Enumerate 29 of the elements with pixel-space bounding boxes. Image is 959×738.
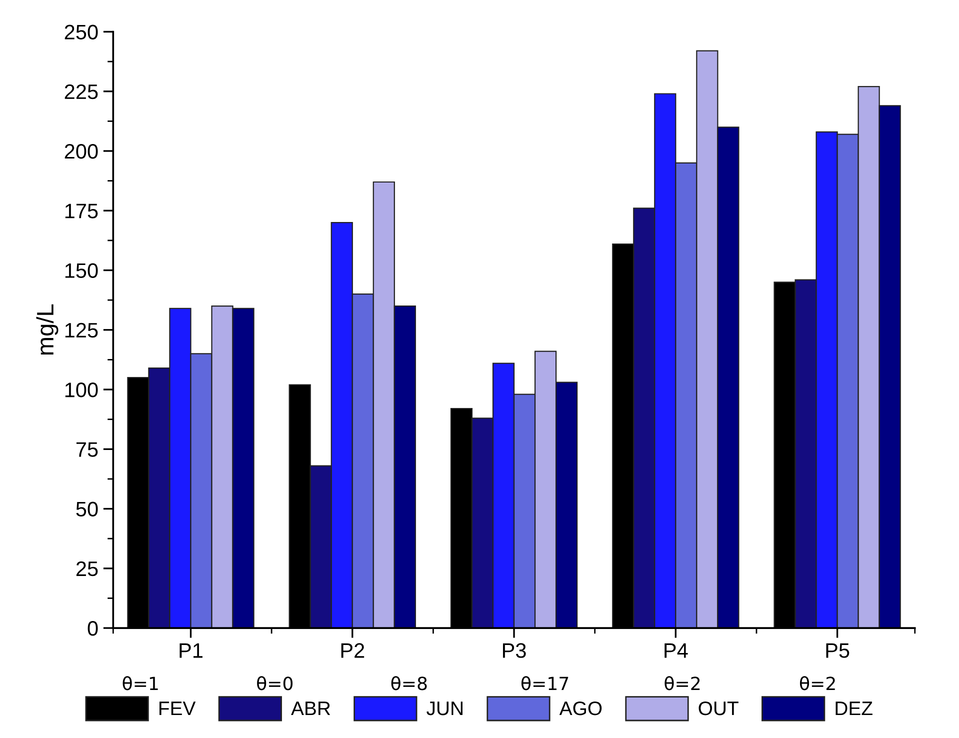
x-tick-label: P5 bbox=[826, 643, 850, 658]
y-tick-label: 125 bbox=[65, 322, 98, 338]
legend-label: FEV bbox=[159, 702, 196, 716]
y-tick-label: 225 bbox=[64, 84, 98, 100]
legend-label: OUT bbox=[698, 701, 738, 716]
y-tick-label: 0 bbox=[88, 621, 98, 636]
text: θ=2 bbox=[664, 676, 700, 690]
legend-label: ABR bbox=[291, 702, 330, 716]
legend-label: AGO bbox=[559, 701, 602, 716]
y-tick-label: 250 bbox=[64, 24, 98, 40]
legend-label: DEZ bbox=[836, 702, 872, 716]
y-tick-label: 150 bbox=[65, 263, 98, 278]
y-tick-label: 100 bbox=[65, 382, 98, 398]
text: θ=0 bbox=[257, 676, 293, 690]
x-tick-label: P3 bbox=[502, 643, 526, 658]
text: θ=1 bbox=[122, 676, 158, 690]
y-tick-label: 75 bbox=[76, 442, 98, 457]
x-tick-label: P2 bbox=[341, 643, 364, 658]
y-tick-label: 200 bbox=[64, 144, 98, 159]
y-tick-label: 25 bbox=[76, 561, 98, 576]
text: θ=2 bbox=[800, 676, 835, 690]
y-tick-label: 50 bbox=[76, 502, 98, 517]
x-tick-label: P4 bbox=[664, 643, 688, 658]
y-axis-title: mg/L bbox=[36, 304, 58, 355]
text: θ=8 bbox=[391, 676, 427, 690]
text: θ=17 bbox=[521, 676, 568, 690]
x-tick-label: P1 bbox=[180, 643, 202, 658]
legend-label: JUN bbox=[426, 702, 462, 716]
y-tick-label: 175 bbox=[65, 204, 98, 218]
